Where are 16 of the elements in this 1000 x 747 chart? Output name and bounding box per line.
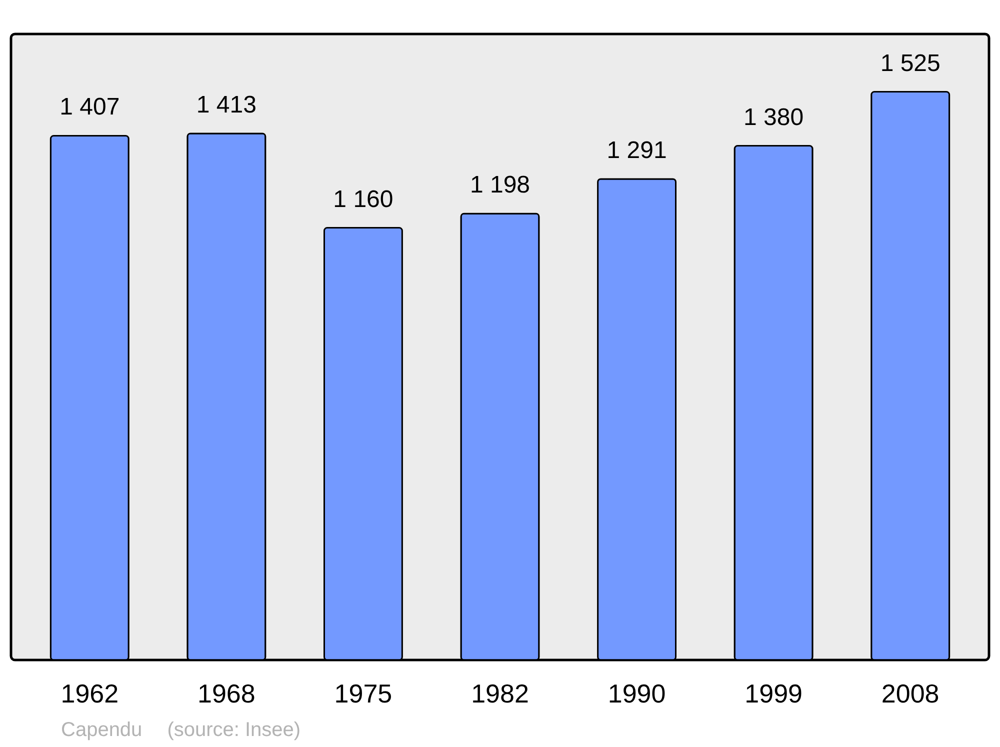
x-tick-label: 1962 — [60, 678, 119, 708]
x-tick-label: 1982 — [471, 678, 529, 708]
data-label: 1 407 — [60, 94, 120, 121]
x-tick-label: 1968 — [198, 678, 256, 708]
data-label: 1 198 — [470, 172, 530, 199]
text: (source: Insee) — [167, 718, 301, 743]
data-label: 1 380 — [744, 104, 804, 131]
data-label: 1 291 — [606, 136, 667, 164]
data-label: 1 160 — [333, 186, 394, 213]
data-label: 1 413 — [196, 91, 256, 118]
data-label: 1 525 — [880, 50, 940, 77]
x-tick-label: 1975 — [334, 678, 392, 708]
x-tick-label: 1990 — [608, 678, 666, 708]
text: Capendu — [61, 718, 142, 743]
x-tick-label: 2008 — [881, 678, 940, 708]
x-tick-label: 1999 — [744, 678, 802, 708]
